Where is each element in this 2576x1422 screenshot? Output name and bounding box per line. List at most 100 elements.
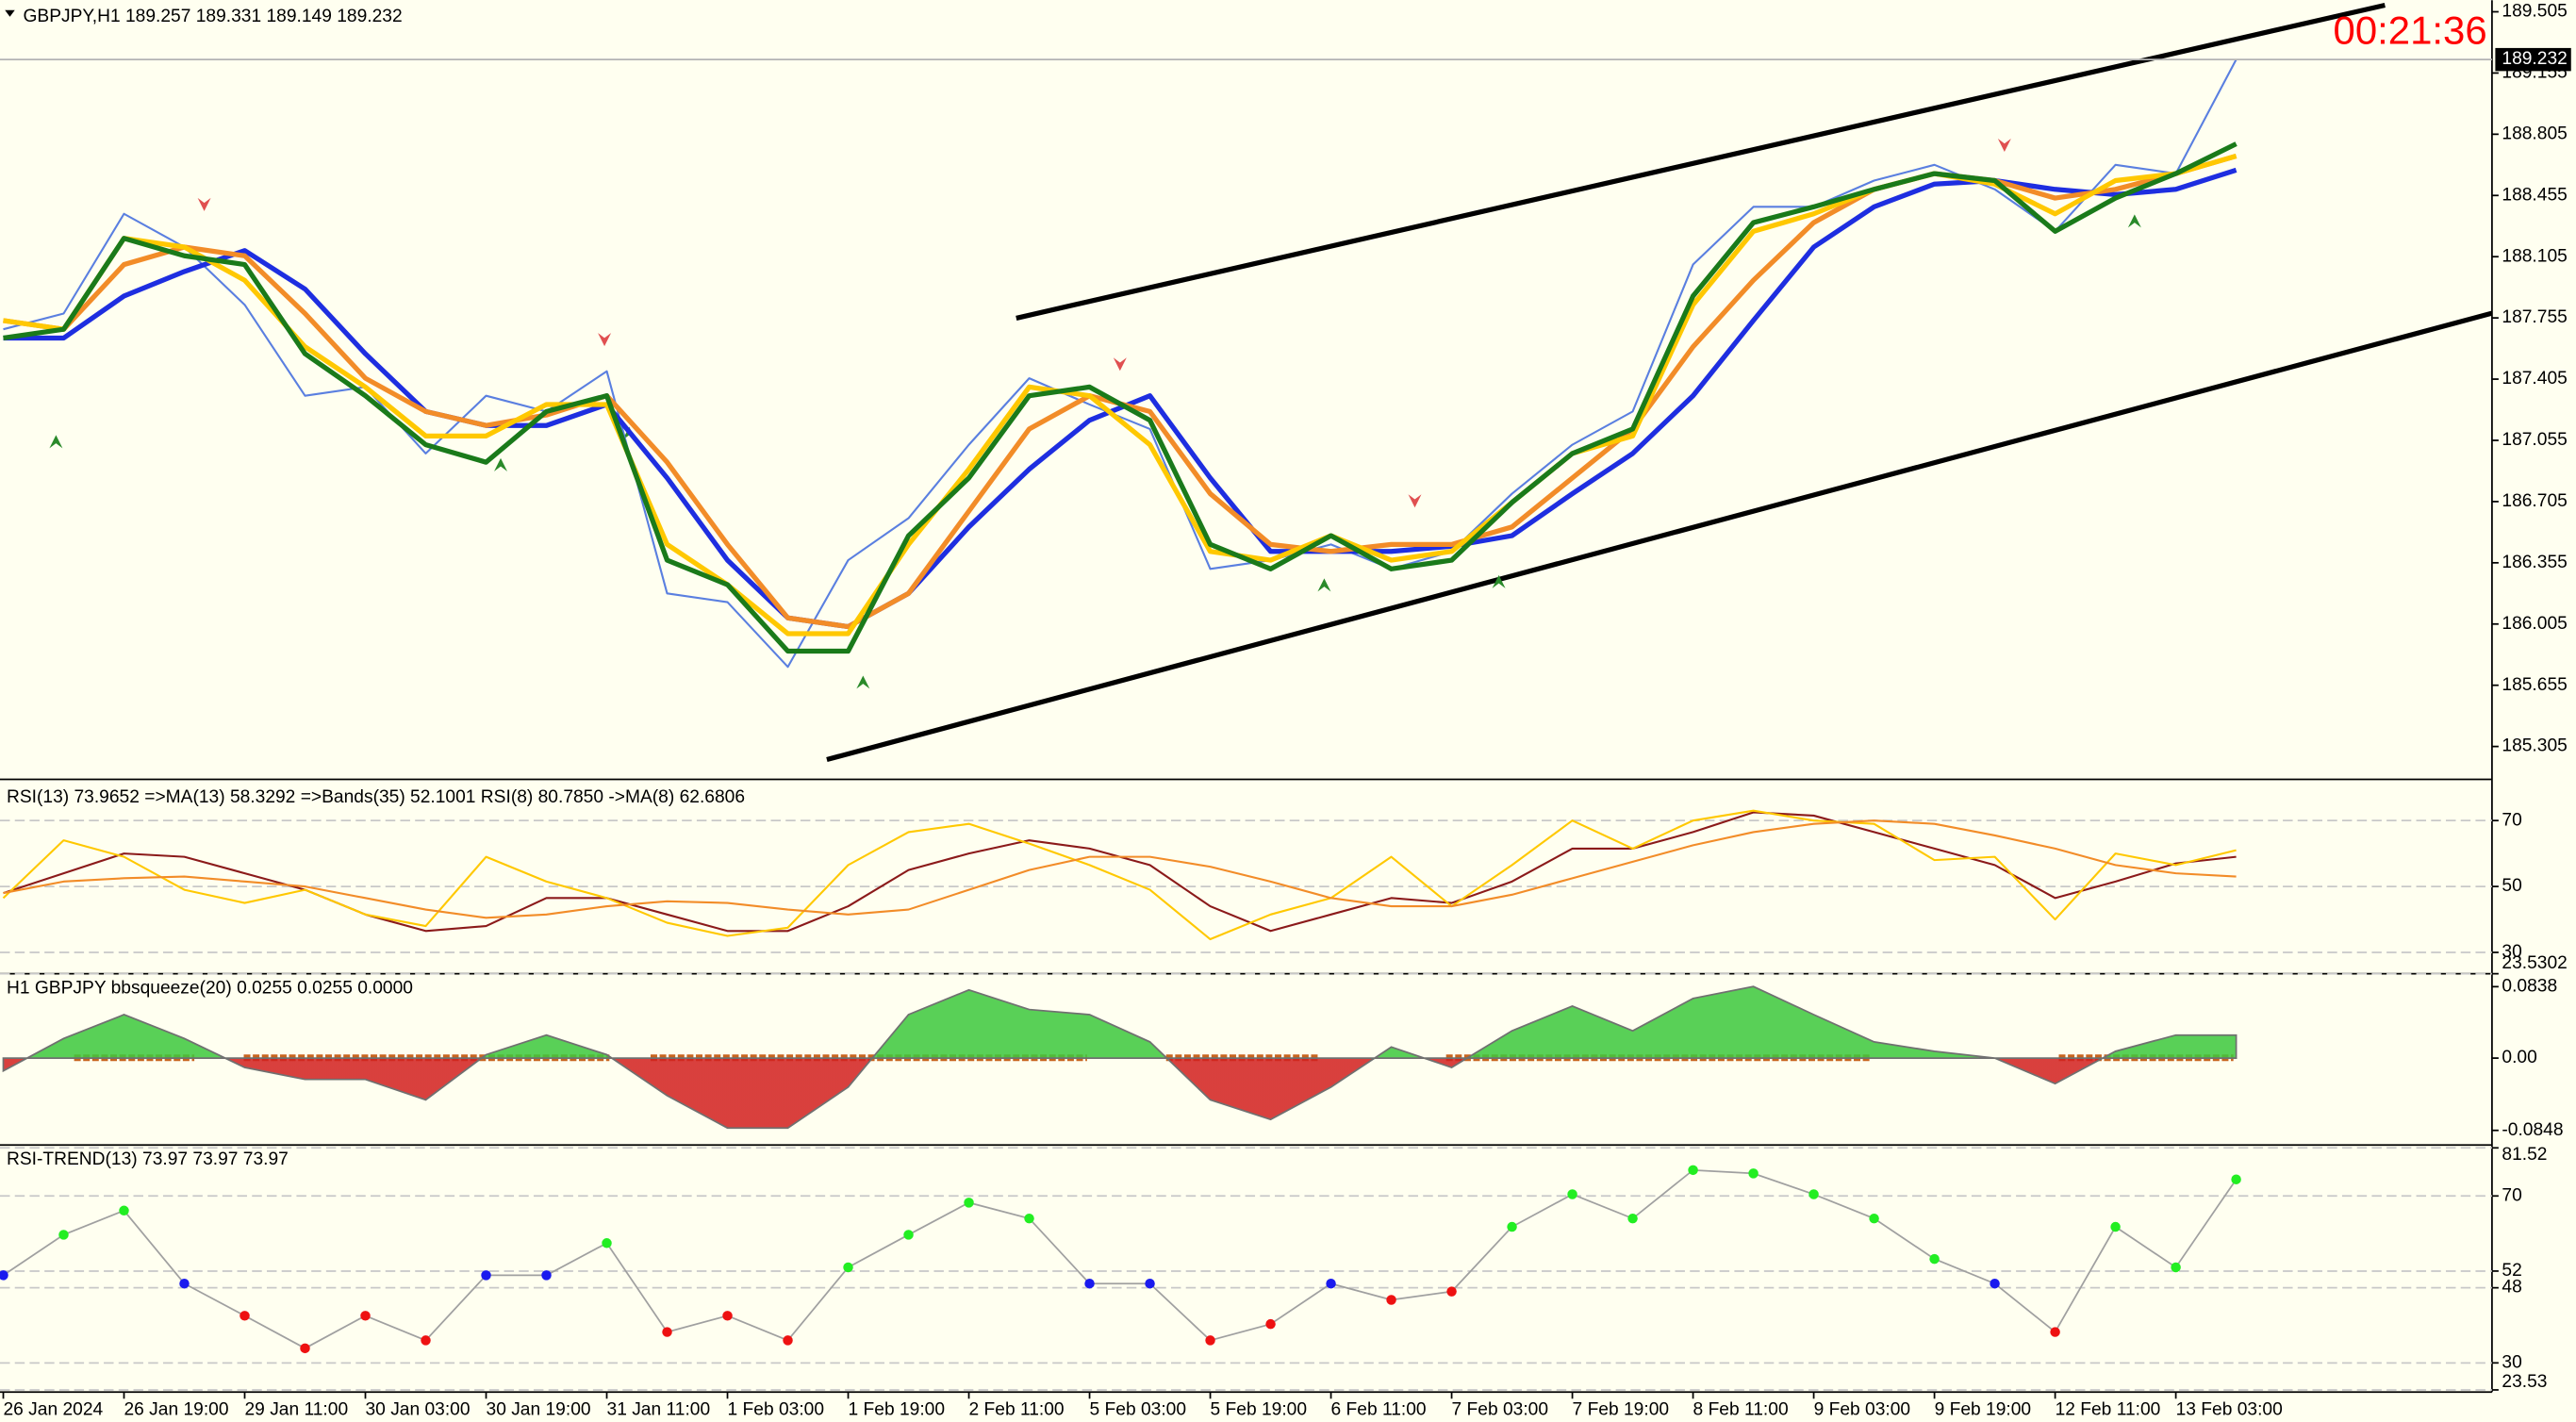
y-tick-label: 52 — [2502, 1261, 2521, 1281]
trend-dot — [360, 1311, 371, 1321]
y-tick-label: 0.0838 — [2502, 976, 2557, 996]
sell-arrow — [1113, 357, 1127, 372]
y-tick-label: 188.805 — [2502, 124, 2567, 143]
trend-dot — [1688, 1165, 1698, 1176]
series-line — [3, 167, 2237, 630]
y-tick-label: 50 — [2502, 876, 2521, 896]
y-tick-label: 30 — [2502, 942, 2521, 962]
y-tick-label: 188.105 — [2502, 246, 2567, 266]
trend-dot — [2171, 1262, 2181, 1273]
trend-dot — [58, 1230, 69, 1240]
x-tick-label: 2 Feb 11:00 — [969, 1400, 1065, 1420]
x-tick-label: 31 Jan 11:00 — [607, 1400, 711, 1420]
trend-dot — [2110, 1221, 2121, 1232]
trend-dot — [1446, 1286, 1457, 1297]
sell-arrow — [197, 197, 211, 211]
trend-dot — [662, 1327, 672, 1337]
trend-dot — [1265, 1318, 1276, 1330]
panel-title: H1 GBPJPY bbsqueeze(20) 0.0255 0.0255 0.… — [7, 978, 413, 998]
buy-arrow — [2127, 214, 2141, 228]
x-tick-label: 12 Feb 11:00 — [2056, 1400, 2161, 1420]
y-tick-label: 23.5302 — [2502, 953, 2567, 973]
histogram-area — [2, 985, 2237, 1130]
trend-dot — [421, 1335, 431, 1346]
trend-dot — [1386, 1295, 1396, 1305]
channel-lower — [826, 310, 2493, 763]
y-tick-label: 189.505 — [2502, 2, 2567, 22]
trend-dot — [1145, 1278, 1155, 1289]
sell-arrow — [598, 333, 612, 347]
trend-dot — [602, 1238, 612, 1248]
x-tick-label: 1 Feb 19:00 — [849, 1400, 946, 1420]
y-tick-label: 188.455 — [2502, 185, 2567, 205]
trend-dot — [300, 1343, 310, 1354]
y-tick-label: 185.655 — [2502, 675, 2567, 695]
y-tick-label: 30 — [2502, 1352, 2521, 1372]
trend-dot — [903, 1230, 914, 1240]
y-tick-label: 186.005 — [2502, 614, 2567, 634]
chart-title: GBPJPY,H1 189.257 189.331 189.149 189.23… — [23, 7, 402, 26]
x-tick-label: 13 Feb 03:00 — [2176, 1400, 2283, 1420]
x-tick-label: 7 Feb 03:00 — [1452, 1400, 1549, 1420]
x-tick-label: 5 Feb 19:00 — [1211, 1400, 1308, 1420]
y-tick-label: 187.055 — [2502, 430, 2567, 450]
x-tick-label: 29 Jan 11:00 — [245, 1400, 349, 1420]
sell-arrow — [1408, 494, 1422, 508]
trend-dot — [722, 1311, 733, 1321]
y-tick-label: 187.405 — [2502, 369, 2567, 389]
buy-arrow — [49, 435, 63, 449]
trend-dot — [2050, 1327, 2060, 1337]
trend-dot — [1567, 1189, 1577, 1199]
buy-arrow — [856, 675, 870, 689]
buy-arrow — [1492, 574, 1506, 588]
channel-upper — [1016, 2, 2386, 321]
trend-dot — [1808, 1189, 1819, 1199]
trend-line — [3, 1168, 2237, 1349]
x-tick-label: 8 Feb 11:00 — [1693, 1400, 1789, 1420]
trend-dot — [1507, 1221, 1517, 1232]
trend-dot — [0, 1270, 8, 1281]
series-line — [3, 141, 2237, 654]
trend-dot — [119, 1205, 129, 1216]
x-tick-label: 30 Jan 19:00 — [487, 1400, 591, 1420]
trend-dot — [1869, 1213, 1879, 1224]
trend-dot — [2231, 1174, 2241, 1184]
x-tick-label: 30 Jan 03:00 — [366, 1400, 471, 1420]
trend-dot — [843, 1262, 853, 1273]
x-tick-label: 7 Feb 19:00 — [1573, 1400, 1670, 1420]
trend-dot — [1748, 1168, 1759, 1179]
trend-dot — [1627, 1213, 1638, 1224]
y-tick-label: 0.00 — [2502, 1048, 2536, 1067]
panel-title: RSI-TREND(13) 73.97 73.97 73.97 — [7, 1149, 289, 1169]
y-tick-label: 186.355 — [2502, 553, 2567, 572]
x-tick-label: 9 Feb 03:00 — [1814, 1400, 1910, 1420]
sell-arrow — [1997, 138, 2011, 152]
y-tick-label: 187.755 — [2502, 307, 2567, 327]
x-tick-label: 26 Jan 2024 — [3, 1400, 103, 1420]
x-tick-label: 6 Feb 11:00 — [1331, 1400, 1427, 1420]
y-tick-label: 70 — [2502, 810, 2521, 830]
trend-dot — [1326, 1278, 1336, 1289]
series-line — [3, 819, 2237, 919]
x-tick-label: 9 Feb 19:00 — [1935, 1400, 2032, 1420]
trend-dot — [1024, 1213, 1034, 1224]
buy-arrow — [494, 457, 508, 471]
trend-dot — [964, 1198, 974, 1208]
trend-dot — [541, 1270, 552, 1281]
trend-dot — [783, 1335, 793, 1346]
title-marker — [5, 9, 15, 17]
trend-dot — [1084, 1278, 1095, 1289]
trend-dot — [1990, 1278, 2000, 1289]
trend-dot — [1929, 1253, 1940, 1265]
last-price-tag — [2495, 47, 2571, 72]
x-tick-label: 5 Feb 03:00 — [1090, 1400, 1187, 1420]
y-tick-label: 185.305 — [2502, 736, 2567, 756]
x-tick-label: 26 Jan 19:00 — [124, 1400, 228, 1420]
series-line — [2, 809, 2237, 941]
panel-title: RSI(13) 73.9652 =>MA(13) 58.3292 =>Bands… — [7, 787, 745, 807]
trend-channel — [826, 2, 2493, 763]
trend-dot — [1205, 1335, 1215, 1346]
last-price-label: 189.232 — [2502, 49, 2567, 69]
